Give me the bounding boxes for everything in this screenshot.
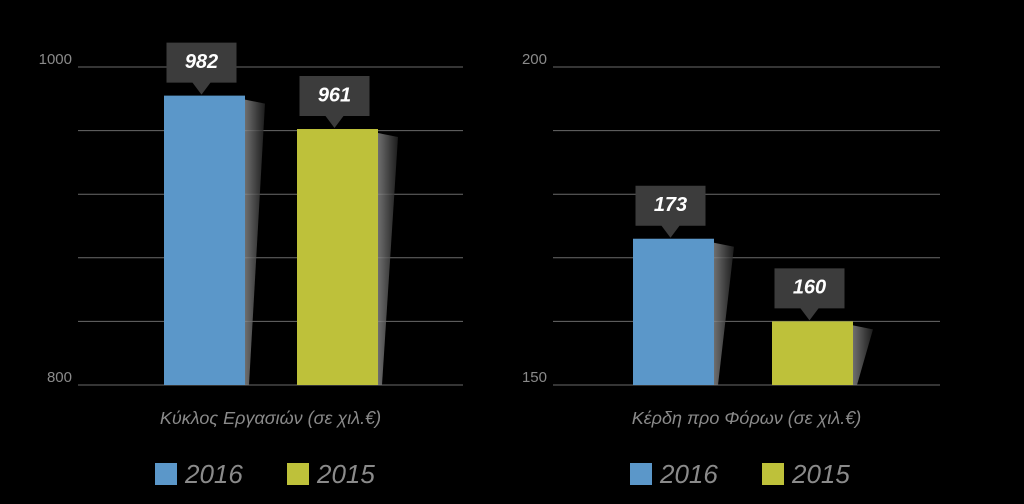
- legend-label: 2016: [659, 459, 718, 489]
- y-tick-label: 800: [47, 369, 72, 386]
- bar-shadow: [245, 99, 265, 386]
- legend-swatch: [155, 463, 177, 485]
- bar: [164, 95, 245, 386]
- value-callout: [299, 76, 370, 129]
- bar-shadow: [714, 242, 734, 385]
- legend-swatch: [630, 463, 652, 485]
- x-axis-label: Κέρδη προ Φόρων (σε χιλ.€): [632, 408, 861, 428]
- value-label: 961: [318, 84, 351, 106]
- legend-swatch: [762, 463, 784, 485]
- value-callout: [635, 185, 706, 238]
- legend-label: 2016: [184, 459, 243, 489]
- bar-shadow: [853, 325, 873, 385]
- value-label: 982: [185, 51, 218, 73]
- value-callout: [166, 42, 237, 95]
- legend-label: 2015: [316, 459, 375, 489]
- y-tick-label: 150: [522, 369, 547, 386]
- bar: [297, 129, 378, 385]
- bar-shadow: [378, 133, 398, 385]
- value-label: 160: [793, 277, 826, 299]
- bar: [772, 321, 853, 385]
- y-tick-label: 200: [522, 51, 547, 68]
- legend-label: 2015: [791, 459, 850, 489]
- bar: [633, 238, 714, 385]
- value-callout: [774, 268, 845, 321]
- x-axis-label: Κύκλος Εργασιών (σε χιλ.€): [160, 408, 381, 428]
- value-label: 173: [654, 194, 687, 216]
- legend-swatch: [287, 463, 309, 485]
- y-tick-label: 1000: [39, 51, 72, 68]
